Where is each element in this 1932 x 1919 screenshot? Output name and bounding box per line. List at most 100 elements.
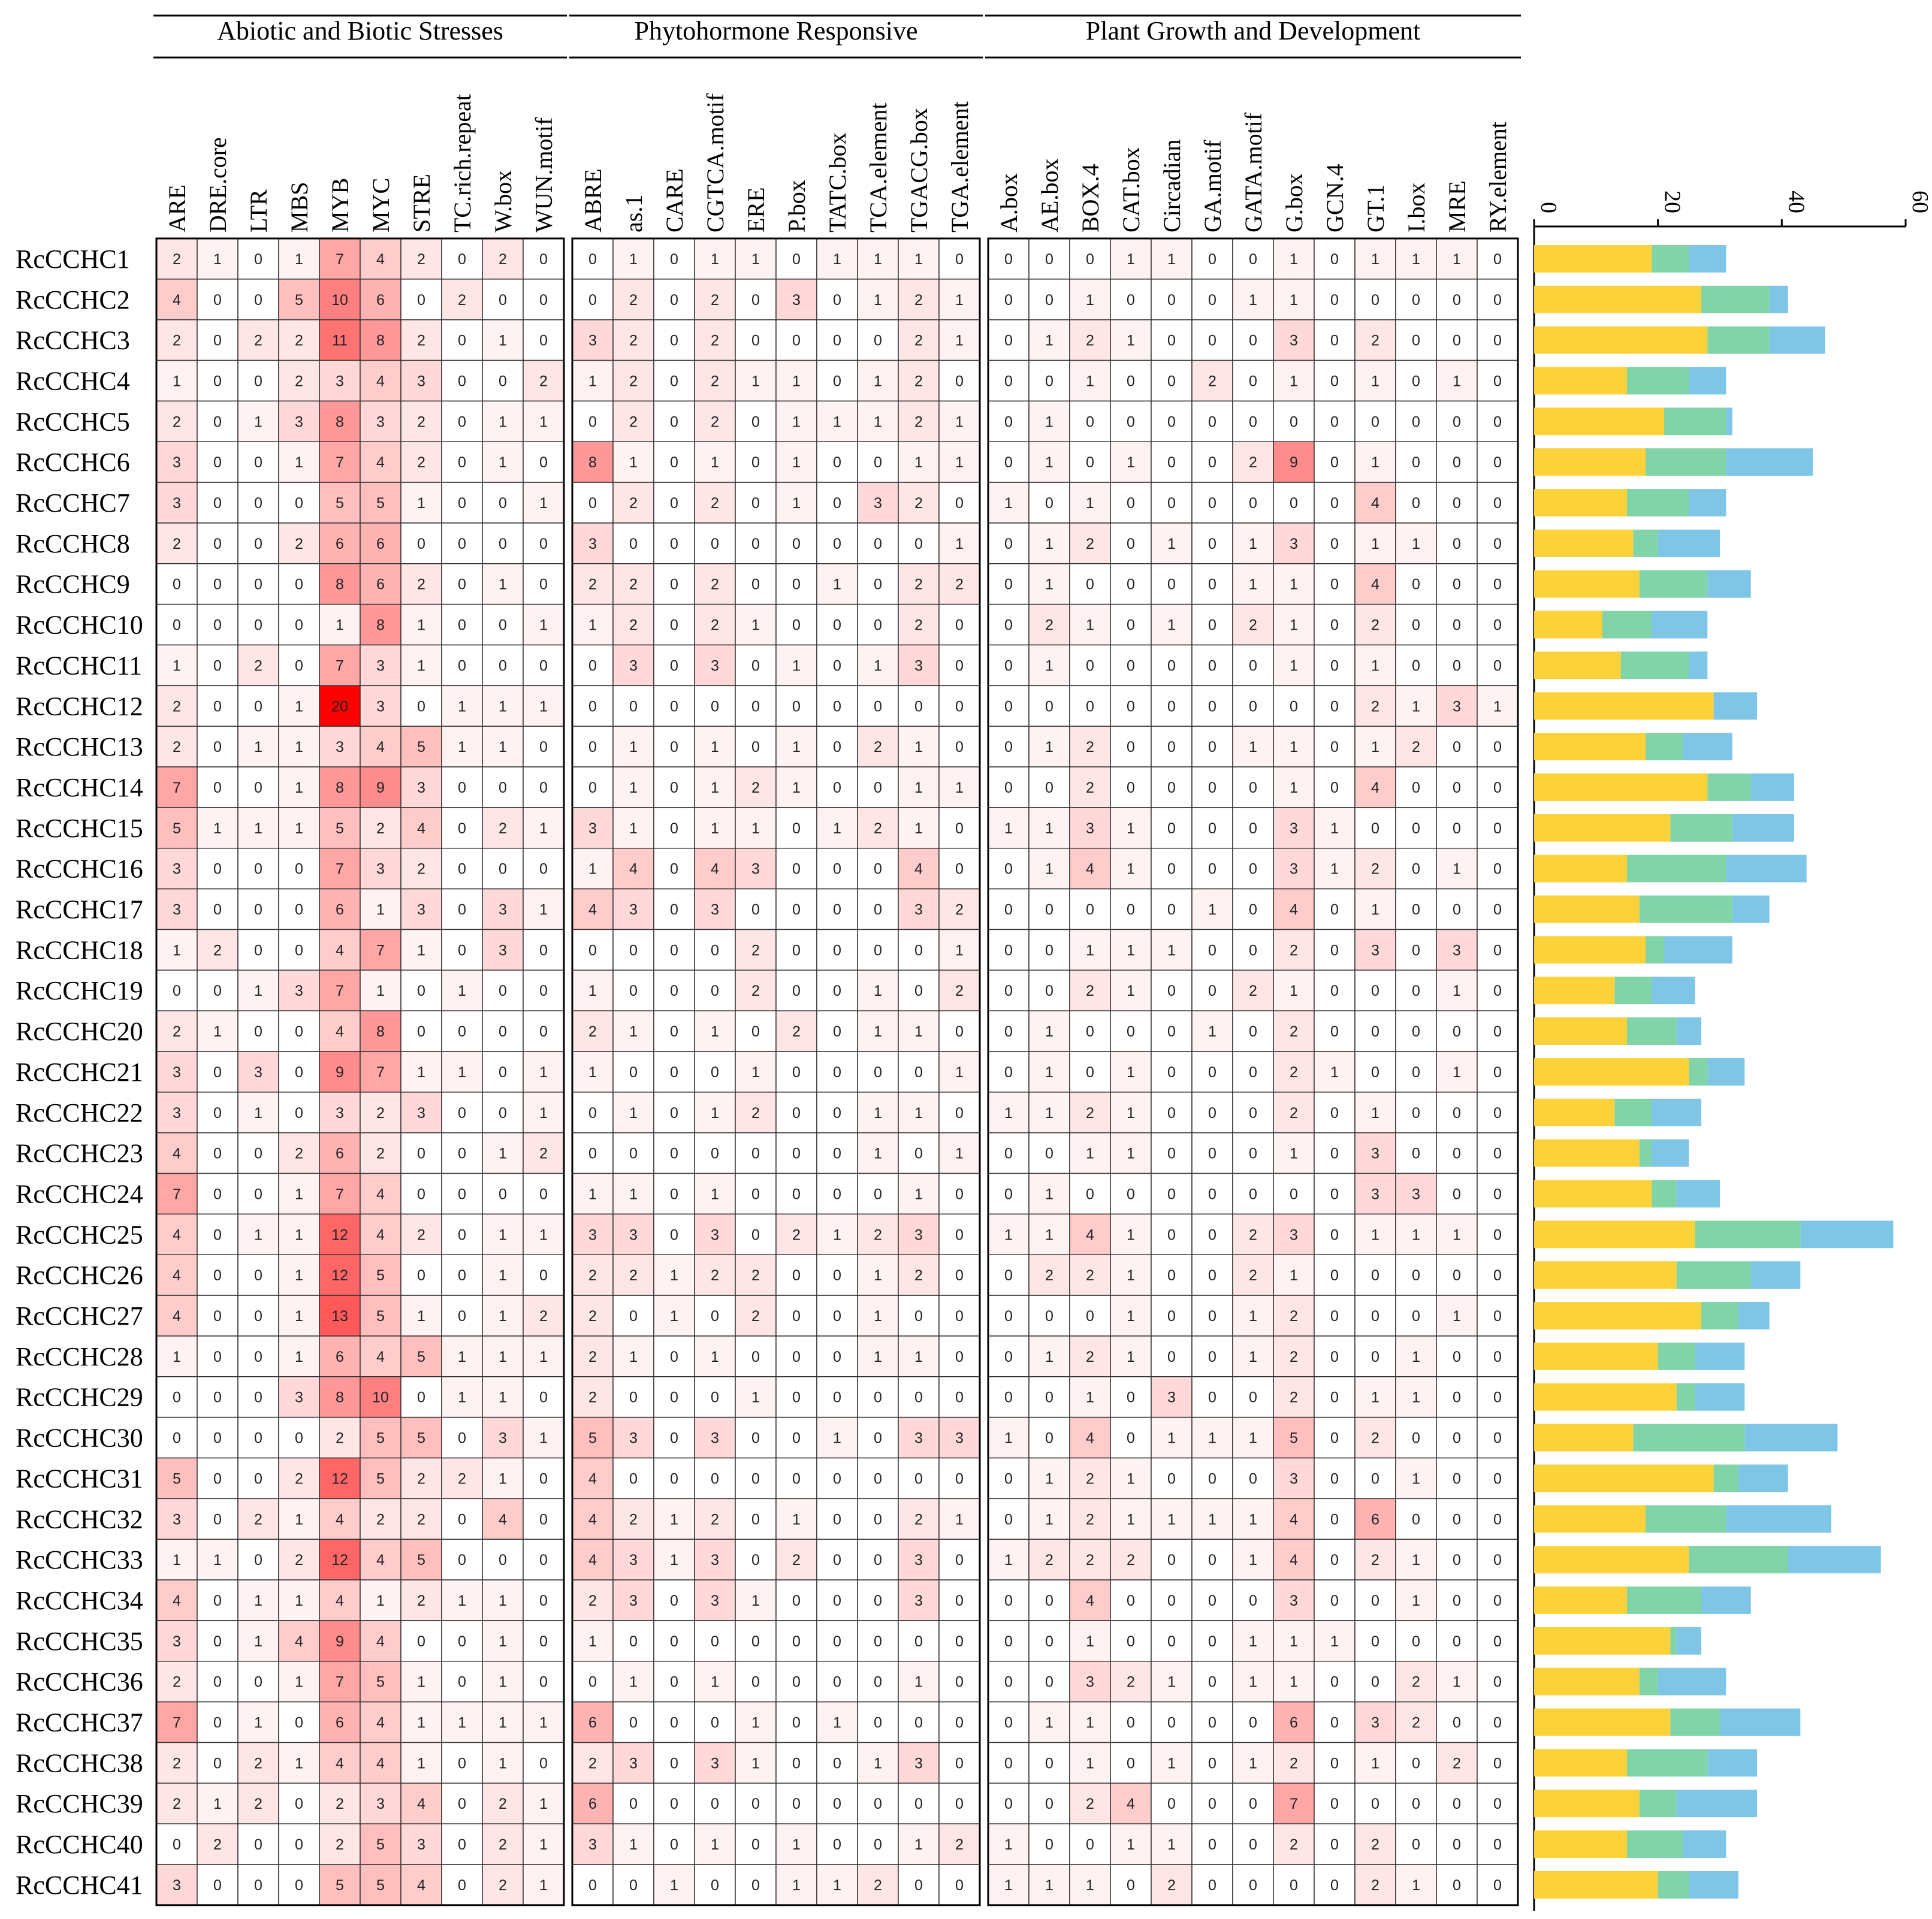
cell-value: 0 (1208, 1267, 1216, 1284)
cell-value: 1 (914, 779, 923, 796)
column-label-tgacg-box: TGACG.box (905, 108, 932, 232)
cell-value: 1 (1127, 454, 1135, 471)
heatmap-cell (523, 726, 564, 767)
cell-value: 2 (417, 1470, 425, 1487)
heatmap-cell (816, 726, 858, 767)
cell-value: 0 (711, 1064, 719, 1081)
cell-value: 1 (1086, 942, 1094, 959)
cell-value: 0 (670, 576, 678, 593)
cell-value: 2 (1290, 1349, 1298, 1365)
heatmap-cell (441, 1661, 483, 1703)
cell-value: 0 (213, 1064, 222, 1081)
heatmap-cell (360, 319, 402, 361)
cell-value: 3 (629, 1592, 638, 1609)
cell-value: 0 (1330, 1146, 1339, 1162)
cell-value: 1 (458, 1715, 466, 1731)
bar-growth-rccchc24 (1676, 1180, 1720, 1208)
cell-value: 0 (1086, 251, 1094, 268)
cell-value: 0 (914, 942, 923, 959)
cell-value: 0 (1208, 1877, 1216, 1894)
cell-value: 0 (1330, 1796, 1339, 1812)
column-label-tatc-box: TATC.box (824, 132, 851, 232)
cell-value: 1 (1249, 1674, 1257, 1691)
bar-abiotic-rccchc4 (1534, 367, 1627, 395)
heatmap-cell (441, 279, 483, 321)
cell-value: 0 (1249, 698, 1257, 715)
row-label-rccchc12: RcCCHC12 (16, 691, 143, 721)
cell-value: 3 (417, 902, 425, 918)
bar-growth-rccchc29 (1695, 1383, 1745, 1411)
heatmap-cell (523, 522, 564, 564)
cell-value: 0 (1412, 1796, 1420, 1812)
cell-value: 1 (833, 413, 841, 430)
heatmap-cell (360, 238, 402, 280)
cell-value: 1 (1004, 1552, 1013, 1569)
bar-phytohormone-rccchc32 (1646, 1505, 1726, 1533)
cell-value: 7 (336, 983, 344, 999)
cell-value: 2 (629, 1267, 638, 1284)
heatmap-cell (816, 766, 858, 808)
heatmap-cell (400, 482, 442, 524)
cell-value: 0 (295, 861, 303, 878)
cell-value: 0 (213, 1715, 222, 1731)
heatmap-cell (735, 848, 777, 890)
heatmap-cell (523, 1213, 564, 1256)
cell-value: 2 (254, 657, 262, 674)
cell-value: 0 (792, 576, 801, 593)
heatmap-cell (197, 1782, 239, 1824)
heatmap-cell (197, 929, 239, 971)
cell-value: 0 (670, 1226, 678, 1243)
cell-value: 2 (1290, 1755, 1298, 1772)
cell-value: 0 (1493, 1715, 1502, 1731)
cell-value: 2 (1127, 1674, 1135, 1691)
cell-value: 1 (588, 617, 597, 634)
cell-value: 3 (336, 373, 344, 389)
cell-value: 1 (588, 861, 597, 878)
cell-value: 3 (711, 1592, 719, 1609)
cell-value: 1 (173, 942, 181, 959)
cell-value: 0 (1208, 536, 1216, 552)
cell-value: 1 (1371, 1105, 1379, 1122)
heatmap-cell (156, 359, 198, 402)
cell-value: 1 (1086, 1755, 1094, 1772)
column-label-ga-motif: GA.motif (1199, 140, 1226, 232)
cell-value: 3 (376, 657, 385, 674)
cell-value: 0 (458, 536, 466, 552)
cell-value: 2 (417, 1226, 425, 1243)
cell-value: 3 (874, 495, 882, 512)
cell-value: 0 (751, 1674, 760, 1691)
cell-value: 0 (629, 1715, 638, 1731)
cell-value: 2 (173, 739, 181, 755)
heatmap-cell (441, 1782, 483, 1824)
heatmap-cell (653, 563, 695, 605)
cell-value: 0 (1493, 1267, 1502, 1284)
cell-value: 0 (1249, 1064, 1257, 1081)
cell-value: 0 (1004, 1674, 1013, 1691)
cell-value: 3 (173, 454, 181, 471)
cell-value: 2 (711, 576, 719, 593)
cell-value: 0 (629, 1308, 638, 1325)
cell-value: 0 (1453, 1592, 1461, 1609)
cell-value: 0 (751, 1470, 760, 1487)
cell-value: 0 (254, 1470, 262, 1487)
cell-value: 0 (1371, 983, 1379, 999)
row-label-rccchc7: RcCCHC7 (16, 488, 130, 518)
cell-value: 0 (1330, 739, 1339, 755)
cell-value: 0 (751, 536, 760, 552)
cell-value: 1 (254, 1105, 262, 1122)
cell-value: 0 (955, 820, 964, 837)
cell-value: 0 (670, 1836, 678, 1853)
heatmap-cell (400, 1213, 442, 1256)
cell-value: 1 (874, 983, 882, 999)
cell-value: 2 (914, 576, 923, 593)
cell-value: 0 (711, 1389, 719, 1406)
cell-value: 0 (1493, 617, 1502, 634)
cell-value: 0 (1004, 1023, 1013, 1040)
cell-value: 2 (1290, 1308, 1298, 1325)
heatmap-cell (400, 1335, 442, 1377)
cell-value: 1 (539, 1430, 548, 1447)
cell-value: 4 (914, 861, 923, 878)
cell-value: 1 (499, 1715, 507, 1731)
cell-value: 2 (1086, 1105, 1094, 1122)
